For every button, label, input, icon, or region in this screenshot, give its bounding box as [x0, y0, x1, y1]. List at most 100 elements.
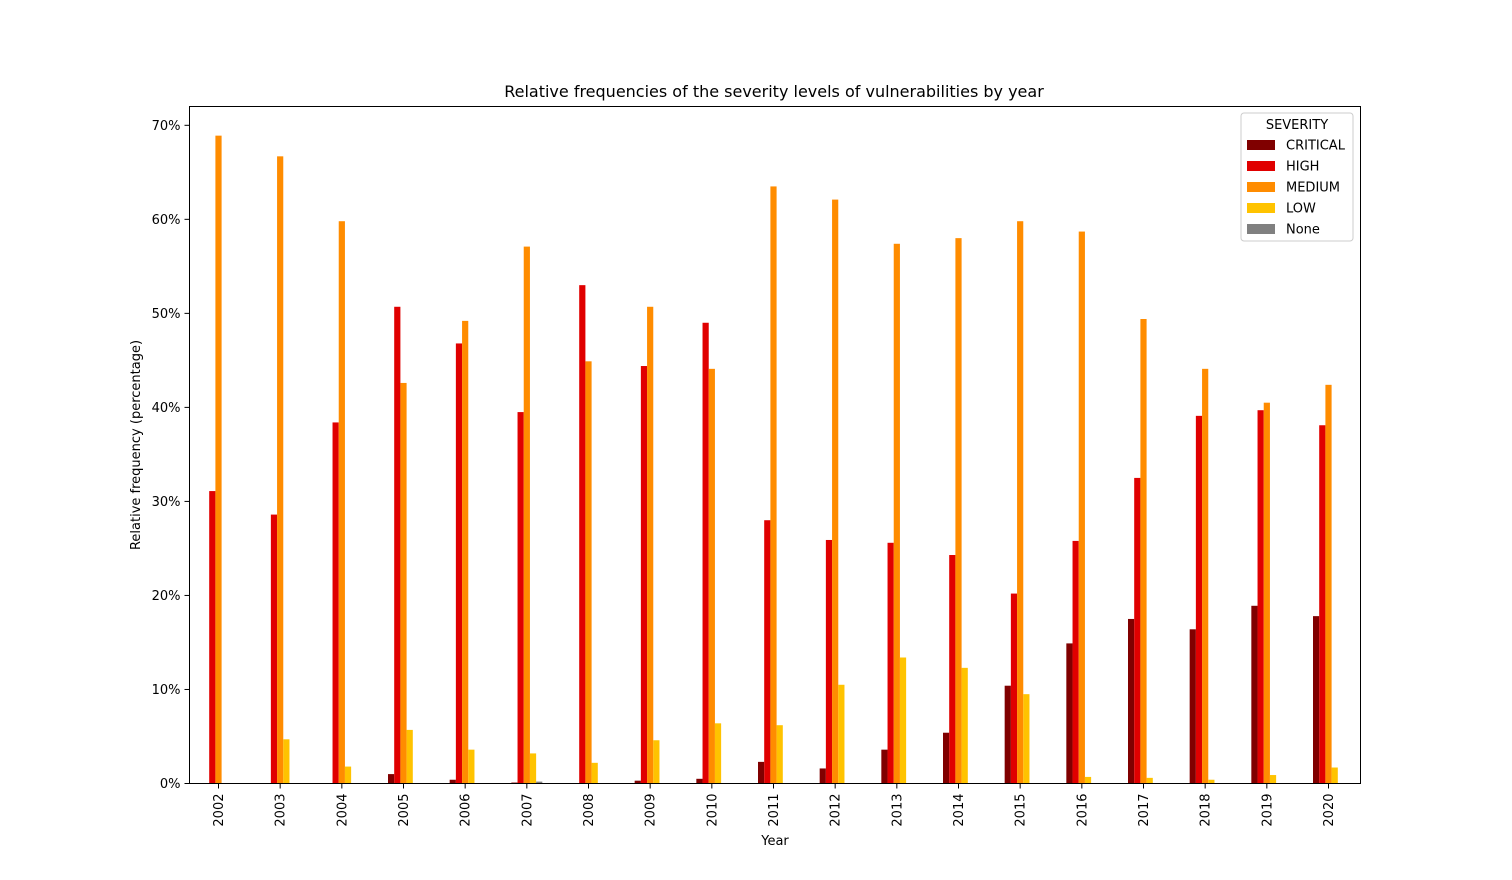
x-tick-label: 2010	[705, 794, 720, 827]
bar-medium-2014	[955, 238, 962, 784]
x-tick-label: 2016	[1075, 794, 1090, 827]
bar-low-2012	[838, 684, 845, 784]
bar-low-2008	[591, 762, 598, 784]
bar-critical-2018	[1189, 629, 1196, 784]
bar-critical-2016	[1066, 643, 1073, 784]
bar-high-2014	[949, 555, 956, 784]
y-tick-label: 30%	[152, 495, 181, 510]
bar-high-2010	[702, 322, 709, 784]
x-tick-label: 2014	[952, 794, 967, 827]
bar-high-2008	[579, 285, 586, 784]
bar-high-2018	[1195, 415, 1203, 784]
chart-title: Relative frequencies of the severity lev…	[504, 82, 1044, 101]
bar-high-2016	[1072, 540, 1079, 784]
bar-critical-2017	[1128, 618, 1135, 784]
bar-medium-2008	[585, 361, 592, 784]
legend-swatch-none	[1247, 224, 1275, 234]
bar-critical-2005	[388, 774, 395, 784]
x-tick-label: 2008	[582, 794, 597, 827]
bar-high-2011	[764, 520, 771, 784]
plot-frame	[189, 106, 1361, 784]
bar-high-2004	[332, 422, 339, 784]
bar-critical-2019	[1251, 605, 1258, 784]
legend-swatch-critical	[1247, 140, 1275, 150]
bar-critical-2011	[758, 761, 765, 784]
y-tick-label: 20%	[152, 589, 181, 604]
x-tick-label: 2011	[767, 794, 782, 827]
bar-medium-2013	[893, 243, 900, 784]
bar-medium-2016	[1078, 231, 1085, 784]
x-tick-label: 2018	[1199, 794, 1214, 827]
bar-medium-2012	[832, 199, 839, 784]
bar-critical-2013	[881, 749, 888, 784]
bar-low-2015	[1023, 694, 1030, 784]
bar-none-2007	[536, 781, 543, 784]
legend-label-none: None	[1286, 223, 1320, 238]
legend-label-low: LOW	[1286, 202, 1316, 217]
bar-low-2003	[283, 739, 290, 784]
bar-medium-2004	[338, 221, 345, 784]
bar-medium-2005	[400, 382, 407, 784]
bar-medium-2010	[708, 368, 715, 784]
bar-medium-2020	[1325, 384, 1332, 784]
legend-title: SEVERITY	[1266, 118, 1328, 133]
bar-low-2010	[714, 723, 722, 784]
x-tick-label: 2009	[644, 794, 659, 827]
x-tick-label: 2002	[212, 794, 227, 827]
x-tick-label: 2020	[1322, 794, 1337, 827]
bar-low-2006	[468, 749, 475, 784]
bar-medium-2011	[770, 186, 777, 784]
bar-critical-2020	[1313, 616, 1320, 784]
bar-low-2016	[1084, 776, 1092, 784]
x-tick-label: 2015	[1014, 794, 1029, 827]
bar-low-2009	[653, 740, 660, 784]
bar-low-2005	[406, 729, 413, 784]
legend-swatch-medium	[1247, 182, 1275, 192]
bar-low-2007	[529, 753, 537, 784]
bar-medium-2007	[523, 246, 530, 784]
x-tick-label: 2019	[1260, 794, 1275, 827]
x-tick-label: 2006	[459, 794, 474, 827]
bar-medium-2003	[277, 156, 284, 784]
bar-high-2013	[887, 542, 894, 784]
legend: SEVERITY CRITICAL HIGH MEDIUM LOW None	[1240, 112, 1354, 242]
bar-medium-2009	[647, 306, 654, 784]
bar-high-2006	[455, 343, 463, 784]
x-tick-label: 2013	[890, 794, 905, 827]
bar-medium-2015	[1017, 221, 1024, 784]
y-tick-label: 10%	[152, 683, 181, 698]
bar-high-2005	[394, 306, 401, 784]
bar-medium-2017	[1140, 319, 1147, 784]
x-tick-label: 2003	[274, 794, 289, 827]
legend-label-medium: MEDIUM	[1286, 181, 1340, 196]
x-tick-label: 2017	[1137, 794, 1152, 827]
bar-low-2019	[1269, 775, 1277, 784]
bar-low-2011	[776, 725, 783, 784]
bar-high-2003	[270, 514, 278, 784]
bar-high-2007	[517, 412, 524, 784]
bar-high-2002	[209, 491, 216, 784]
bar-critical-2010	[696, 778, 703, 784]
x-tick-label: 2005	[397, 794, 412, 827]
bar-high-2015	[1010, 593, 1018, 784]
bar-high-2009	[640, 366, 648, 784]
bar-medium-2006	[462, 320, 469, 784]
bar-critical-2006	[449, 779, 456, 784]
x-tick-label: 2004	[335, 794, 350, 827]
plot-area: 0% 10% 20% 30% 40% 50% 60% 70% 2002 2003 2004 2005 2…	[152, 119, 1338, 827]
legend-swatch-low	[1247, 203, 1275, 213]
bar-high-2017	[1134, 477, 1141, 784]
bar-critical-2009	[634, 780, 641, 784]
bar-medium-2018	[1202, 368, 1209, 784]
bar-medium-2002	[215, 135, 222, 784]
bar-critical-2012	[819, 768, 826, 784]
bar-high-2012	[825, 539, 833, 784]
bar-medium-2019	[1263, 402, 1270, 784]
bar-critical-2015	[1004, 685, 1011, 784]
legend-label-critical: CRITICAL	[1286, 139, 1346, 154]
y-tick-label: 70%	[152, 119, 181, 134]
bar-low-2017	[1146, 777, 1153, 784]
y-tick-label: 60%	[152, 213, 181, 228]
x-tick-label: 2012	[829, 794, 844, 827]
